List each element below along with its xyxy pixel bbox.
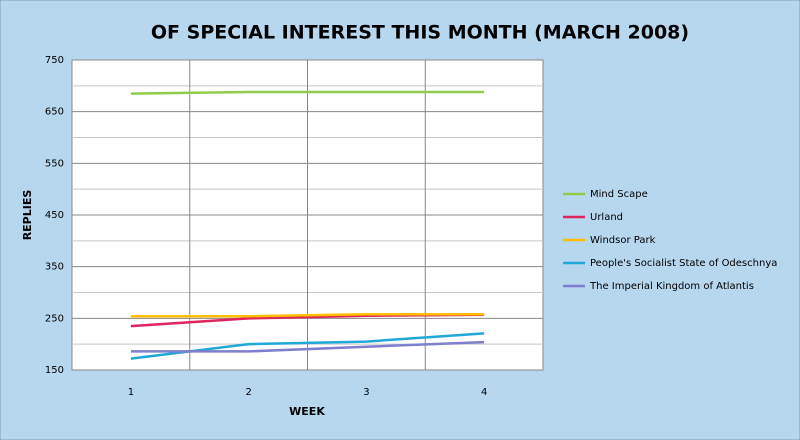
legend-label: The Imperial Kingdom of Atlantis	[589, 281, 754, 292]
chart-title: OF SPECIAL INTEREST THIS MONTH (MARCH 20…	[151, 22, 689, 44]
series-line	[130, 312, 485, 318]
legend-label: Mind Scape	[590, 189, 648, 200]
x-tick-label: 3	[363, 387, 369, 398]
series-line	[130, 90, 485, 95]
y-tick-label: 150	[45, 365, 64, 376]
y-tick-label: 350	[45, 262, 64, 273]
legend-label: Urland	[590, 212, 623, 223]
y-tick-label: 550	[45, 158, 64, 169]
x-tick-label: 4	[481, 387, 487, 398]
y-tick-label: 650	[45, 107, 64, 118]
series-line	[130, 340, 485, 353]
x-tick-label: 1	[128, 387, 134, 398]
y-tick-label: 750	[45, 55, 64, 66]
y-axis-label: REPLIES	[21, 190, 34, 241]
y-tick-label: 250	[45, 313, 64, 324]
x-axis-label: WEEK	[289, 405, 325, 418]
y-tick-label: 450	[45, 210, 64, 221]
legend-label: Windsor Park	[590, 235, 656, 246]
legend-label: People's Socialist State of Odeschnya	[590, 258, 777, 269]
x-tick-label: 2	[245, 387, 251, 398]
